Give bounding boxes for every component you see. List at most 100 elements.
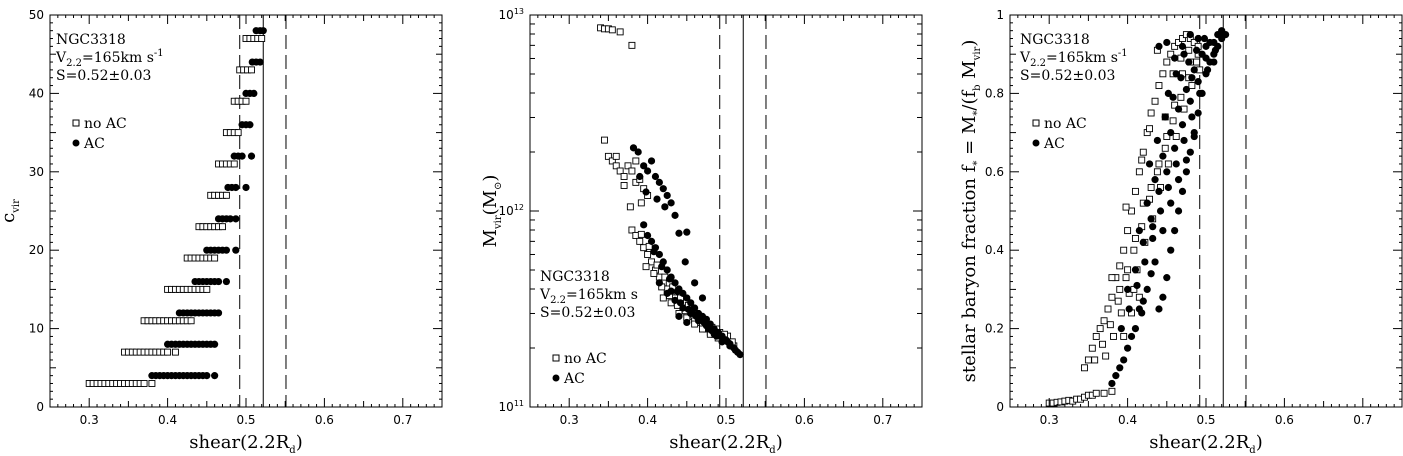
data-point-ac	[1116, 364, 1124, 372]
data-point-ac	[691, 304, 699, 312]
data-point-ac	[650, 248, 658, 256]
y-tick-label: 30	[29, 165, 44, 179]
data-point-ac	[1178, 42, 1187, 50]
legend: no AC AC	[552, 351, 607, 387]
data-point-ac	[1138, 309, 1146, 317]
x-tick-label: 0.5	[236, 413, 255, 427]
data-point-ac	[642, 188, 650, 196]
data-point-ac	[671, 279, 679, 287]
data-point-no-ac	[1122, 274, 1130, 282]
data-point-no-ac	[1155, 160, 1163, 168]
data-point-no-ac	[1139, 148, 1147, 156]
data-point-no-ac	[1164, 160, 1172, 168]
x-tick-label: 0.6	[315, 413, 334, 427]
axis-ticks: 0.3 0.4 0.5 0.6 0.7 0 0.2 0.4 0.6 0.8 1	[985, 8, 1403, 427]
data-point-ac	[644, 231, 652, 240]
data-point-ac	[629, 144, 638, 152]
data-point-no-ac	[1188, 82, 1196, 90]
data-point-no-ac	[1108, 293, 1116, 301]
y-axis-label: Mvir(M⊙)	[480, 175, 504, 248]
data-point-ac	[246, 121, 254, 129]
data-point-ac	[242, 183, 250, 192]
data-point-ac	[644, 167, 652, 175]
data-point-no-ac	[636, 237, 644, 245]
data-point-ac	[1139, 297, 1147, 305]
data-point-ac	[653, 195, 661, 203]
data-point-no-ac	[258, 35, 266, 42]
y-tick-label: 1012	[499, 203, 524, 218]
x-tick-label: 0.6	[1275, 413, 1294, 427]
data-point-no-ac	[1185, 46, 1193, 54]
data-point-ac	[1171, 227, 1179, 235]
data-point-ac	[1202, 42, 1210, 50]
panel-mvir: 0.3 0.4 0.5 0.6 0.7 1011 1012 1013 NGC3318 V2.2…	[480, 7, 923, 456]
data-point-no-ac	[601, 136, 608, 144]
legend: no AC AC	[72, 116, 127, 152]
data-point-ac	[1190, 132, 1198, 141]
data-point-no-ac	[1172, 133, 1180, 140]
plot-frame	[529, 14, 923, 408]
data-point-no-ac	[242, 97, 250, 105]
data-point-no-ac	[1153, 168, 1161, 176]
x-axis-label: shear(2.2Rd)	[1149, 432, 1262, 456]
data-point-ac	[651, 172, 660, 181]
data-point-no-ac	[1135, 293, 1143, 301]
data-point-ac	[222, 277, 230, 286]
data-point-ac	[661, 203, 669, 211]
y-tick-label: 50	[29, 8, 44, 22]
annotation: NGC3318 V2.2=165km s-1 S=0.52±0.03	[55, 32, 164, 84]
legend: no AC AC	[1032, 116, 1087, 152]
data-point-ac	[1147, 215, 1155, 223]
x-tick-label: 0.7	[1353, 413, 1372, 427]
data-point-no-ac	[1120, 332, 1128, 340]
data-point-no-ac	[1102, 352, 1110, 360]
data-point-no-ac	[1116, 262, 1124, 270]
data-point-no-ac	[1114, 297, 1122, 305]
data-point-no-ac	[1147, 184, 1155, 191]
data-point-no-ac	[637, 199, 645, 207]
annotation-velocity: V2.2=165km s-1	[55, 48, 164, 69]
y-tick-label: 1	[996, 8, 1004, 22]
data-point-ac	[683, 294, 691, 302]
data-point-no-ac	[1099, 340, 1106, 348]
data-point-ac	[1131, 266, 1140, 274]
annotation-shear: S=0.52±0.03	[56, 68, 151, 84]
data-point-no-ac	[1147, 109, 1155, 117]
data-point-ac	[1203, 66, 1212, 74]
data-point-ac	[1163, 274, 1171, 282]
data-point-no-ac	[1131, 234, 1139, 242]
data-point-ac	[1188, 113, 1196, 121]
data-point-ac	[676, 299, 685, 307]
data-point-no-ac	[1120, 246, 1128, 254]
axis-ticks: 0.3 0.4 0.5 0.6 0.7 1011 1012 1013	[499, 7, 923, 427]
data-point-ac	[708, 327, 716, 335]
data-point-ac	[1172, 160, 1180, 168]
data-point-ac	[1186, 97, 1194, 105]
data-point-ac	[211, 372, 219, 380]
data-point-ac	[238, 152, 246, 160]
data-point-ac	[1211, 46, 1220, 54]
data-point-ac	[683, 318, 691, 327]
data-point-no-ac	[1096, 325, 1104, 333]
data-point-no-ac	[608, 157, 616, 165]
data-point-no-ac	[164, 348, 172, 356]
data-point-ac	[1125, 305, 1133, 313]
x-tick-label: 0.3	[1040, 413, 1059, 427]
data-point-no-ac	[616, 28, 624, 36]
data-point-no-ac	[1155, 82, 1163, 90]
data-point-ac	[1194, 109, 1202, 117]
data-point-ac	[203, 372, 211, 380]
data-point-no-ac	[1175, 38, 1183, 46]
y-tick-label: 1013	[499, 7, 524, 22]
data-marks	[85, 15, 287, 407]
data-point-ac	[1182, 85, 1190, 94]
data-point-ac	[636, 172, 644, 181]
data-point-no-ac	[620, 173, 628, 180]
data-point-ac	[716, 332, 724, 340]
data-point-ac	[663, 191, 671, 200]
data-point-ac	[256, 58, 264, 66]
data-point-ac	[1161, 113, 1169, 121]
data-point-ac	[1190, 66, 1198, 74]
data-point-ac	[1186, 148, 1194, 156]
data-point-ac	[1151, 176, 1159, 184]
